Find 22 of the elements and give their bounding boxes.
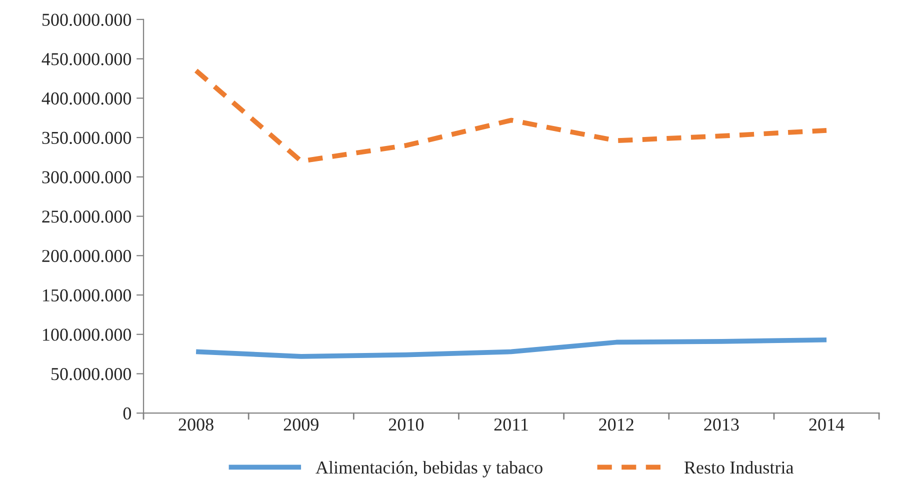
y-tick-label: 300.000.000 (42, 171, 132, 184)
y-tick-label: 350.000.000 (42, 132, 132, 144)
y-tick-label: 100.000.000 (43, 328, 132, 341)
y-tick-label: 450.000.000 (42, 53, 132, 66)
y-tick-label: 250.000.000 (42, 210, 132, 223)
y-tick-label: 400.000.000 (42, 92, 132, 105)
line-series (194, 337, 829, 359)
x-tick-label: 2014 (809, 418, 844, 431)
line-series (194, 68, 829, 164)
y-tick-label: 200.000.000 (42, 250, 132, 262)
x-tick-label: 2010 (388, 418, 424, 431)
legend-label: Alimentación, bebidas y tabaco (316, 460, 542, 478)
x-tick-label: 2011 (494, 418, 528, 431)
y-tick-label: 50.000.000 (52, 368, 132, 380)
x-tick-label: 2008 (178, 418, 214, 431)
x-tick-label: 2009 (284, 418, 318, 431)
legend-label: Resto Industria (684, 460, 794, 474)
y-tick-label: 150.000.000 (43, 289, 132, 302)
x-tick-label: 2012 (599, 418, 634, 431)
x-tick-label: 2013 (704, 418, 739, 431)
y-tick-label: 0 (123, 407, 132, 420)
y-tick-label: 500.000.000 (42, 14, 132, 26)
